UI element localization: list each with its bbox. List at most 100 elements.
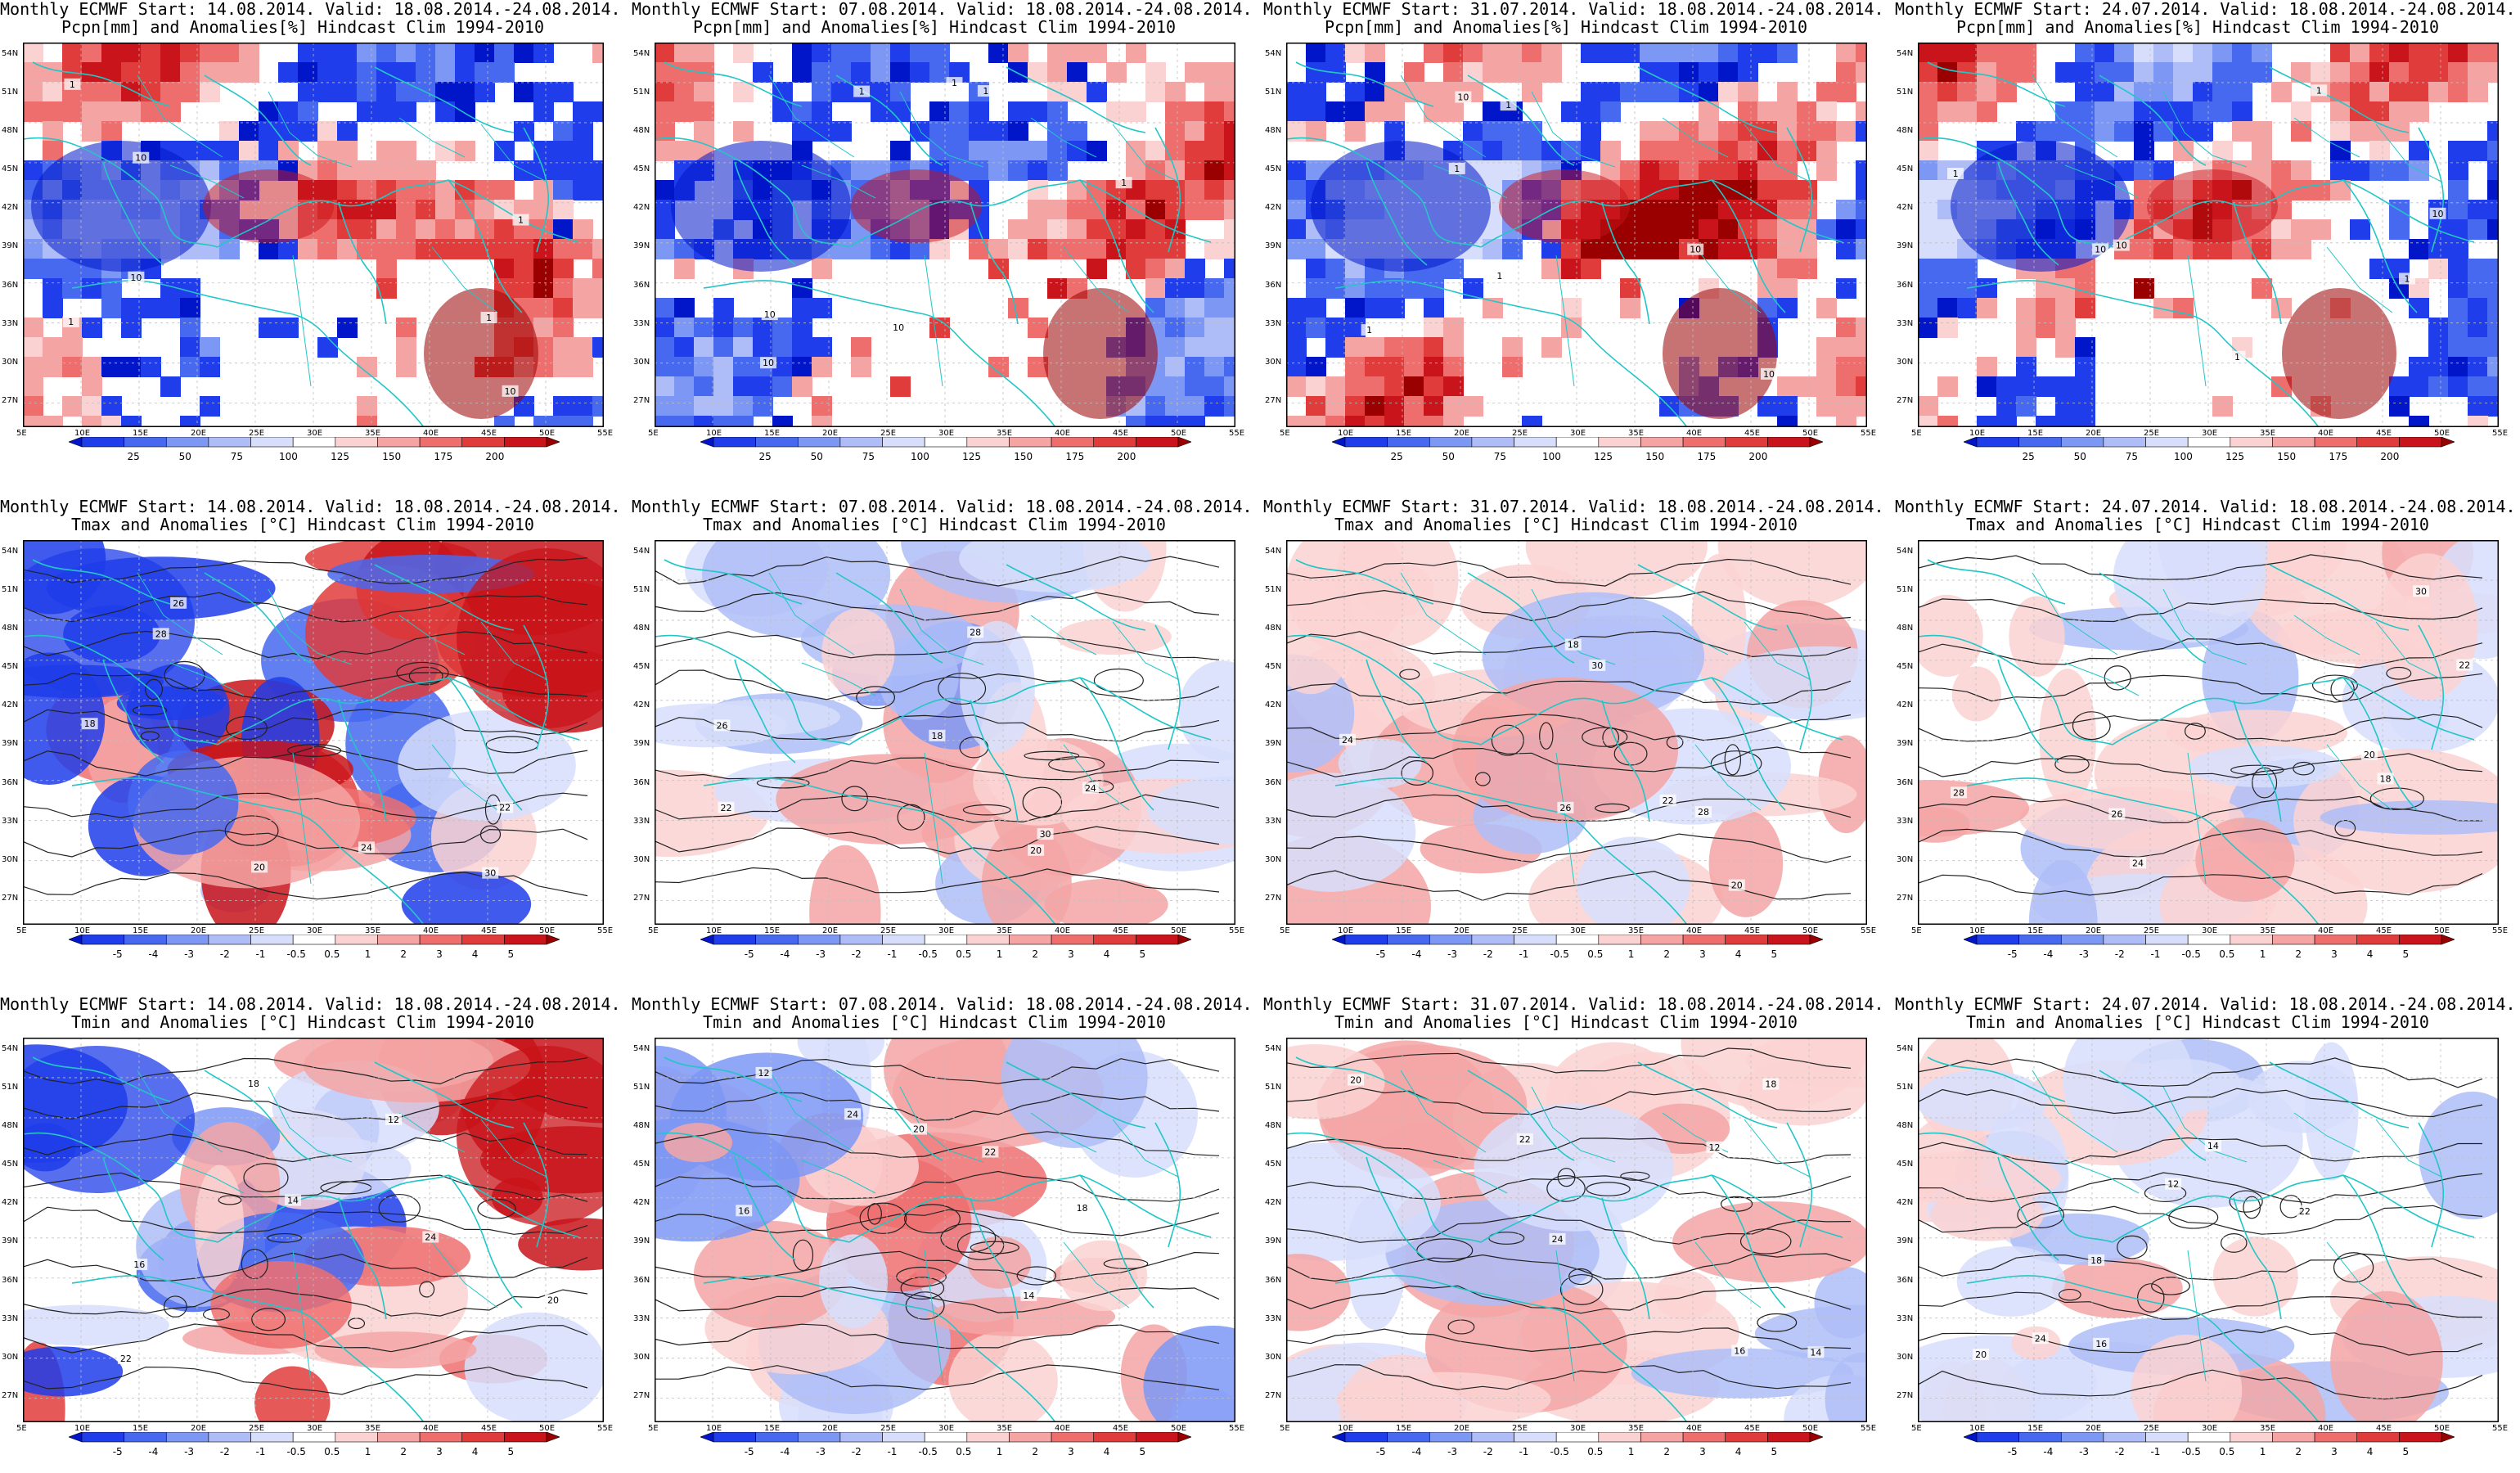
lat-tick-label: 48N (1897, 126, 1914, 136)
contour-label: 12 (388, 1115, 399, 1125)
temp-anomaly-region (2212, 1237, 2298, 1317)
precip-anomaly-cell (1185, 376, 1205, 397)
lon-tick-label: 20E (822, 926, 839, 935)
lat-tick-label: 54N (1265, 49, 1282, 58)
contour-label: 20 (1030, 845, 1042, 856)
lon-tick-label: 15E (1396, 1424, 1412, 1433)
colorbar-swatch (924, 934, 968, 945)
colorbar-swatch (461, 934, 505, 945)
precip-anomaly-cell (2409, 62, 2429, 83)
precip-anomaly-cell (219, 239, 240, 259)
precip-anomaly-cell (1384, 357, 1405, 377)
precip-anomaly-cell (1937, 82, 1958, 102)
precip-anomaly-cell (82, 396, 102, 417)
graticule (655, 43, 1235, 427)
lon-tick-label: 5E (1280, 926, 1290, 935)
precip-anomaly-cell (2173, 82, 2194, 102)
temp-anomaly-region (305, 565, 477, 702)
precip-anomaly-cell (357, 43, 377, 63)
precip-anomaly-cell (1757, 43, 1778, 63)
panel-title-line1: Monthly ECMWF Start: 24.07.2014. Valid: … (1895, 0, 2516, 19)
contour-label: 1 (486, 313, 492, 323)
colorbar-label: 175 (1065, 451, 1084, 462)
temp-anomaly-region (1654, 1270, 1717, 1321)
lat-tick-label: 27N (633, 893, 650, 903)
country-borders (768, 572, 1179, 885)
precip-anomaly-cell (1424, 298, 1444, 318)
precip-anomaly-cell (674, 357, 695, 377)
precip-anomaly-cell (1306, 298, 1326, 318)
lon-tick-label: 50E (1171, 926, 1187, 935)
precip-anomaly-cell (1165, 357, 1186, 377)
precip-anomaly-cell (1306, 376, 1326, 397)
precip-anomaly-cell (1185, 121, 1205, 142)
precip-anomaly-cell (988, 43, 1009, 63)
lon-tick-label: 45E (2376, 926, 2392, 935)
precip-anomaly-cell (2271, 160, 2292, 181)
precip-anomaly-cell (2173, 62, 2194, 83)
lat-tick-label: 30N (1897, 357, 1914, 367)
precip-anomaly-cell (200, 160, 220, 181)
precip-anomaly-cell (2153, 62, 2174, 83)
precip-anomaly-cell (1856, 376, 1867, 397)
temp-anomaly-region (195, 1164, 245, 1292)
colorbar-swatch (124, 436, 167, 448)
temp-anomaly-region (1044, 879, 1168, 925)
precip-anomaly-cell (435, 62, 456, 83)
precip-anomaly-cell (2153, 239, 2174, 259)
lon-tick-label: 10E (74, 926, 91, 935)
precip-anomaly-cell (792, 62, 812, 83)
lon-tick-label: 35E (365, 429, 381, 438)
precip-anomaly-cell (2114, 43, 2135, 63)
temp-anomaly-region (2009, 596, 2065, 678)
contour-label: 1 (2405, 273, 2410, 284)
precip-anomaly-cell (1600, 239, 1621, 259)
colorbar-label: 4 (472, 948, 479, 960)
precip-anomaly-cell (1836, 121, 1856, 142)
colorbar-label: 75 (862, 451, 875, 462)
precip-anomaly-cell (1204, 278, 1225, 299)
precip-anomaly-cell (1502, 239, 1523, 259)
precip-anomaly-cell (1738, 62, 1758, 83)
precip-anomaly-cell (396, 101, 416, 122)
lat-tick-label: 48N (633, 126, 650, 136)
colorbar-label: -2 (852, 948, 862, 960)
precip-anomaly-cell (2409, 376, 2429, 397)
precip-anomaly-cell (1541, 337, 1562, 358)
lon-tick-label: 15E (133, 926, 149, 935)
panel-title-line2: Tmin and Anomalies [°C] Hindcast Clim 19… (71, 1012, 534, 1032)
precip-anomaly-cell (2252, 62, 2272, 83)
lon-tick-label: 15E (2027, 1424, 2044, 1433)
precip-anomaly-cell (573, 239, 593, 259)
precip-anomaly-cell (851, 337, 871, 358)
panel-title-line2: Pcpn[mm] and Anomalies[%] Hindcast Clim … (692, 17, 1176, 37)
precip-anomaly-cell (592, 278, 604, 299)
lon-tick-label: 40E (1055, 429, 1071, 438)
lon-tick-label: 15E (2027, 926, 2044, 935)
precip-anomaly-cell (1106, 219, 1127, 240)
colorbar-label: 1 (997, 948, 1003, 960)
contour-label: 16 (738, 1205, 749, 1216)
colorbar-swatch (1387, 1431, 1430, 1443)
colorbar-label: -4 (148, 1446, 158, 1457)
precip-anomaly-cell (1463, 121, 1483, 142)
precip-anomaly-cell (1165, 318, 1186, 338)
precip-anomaly-cell (910, 62, 930, 83)
precip-anomaly-cell (1204, 200, 1225, 220)
contour-label: 28 (1953, 787, 1964, 798)
contour-label: 10 (2095, 244, 2106, 255)
coastlines (1918, 1056, 2475, 1422)
precip-anomaly-cell (514, 43, 534, 63)
colorbar-label: -2 (2115, 948, 2125, 960)
precip-anomaly-cell (475, 62, 495, 83)
contour-label: 18 (2379, 773, 2391, 784)
precip-anomaly-cell (416, 239, 436, 259)
precip-anomaly-cell (337, 62, 358, 83)
lon-tick-label: 20E (822, 429, 839, 438)
precip-anomaly-cell (278, 62, 299, 83)
precip-anomaly-cell (1738, 180, 1758, 200)
precip-anomaly-cell (1424, 318, 1444, 338)
precip-anomaly-cell (298, 62, 318, 83)
precip-anomaly-cell (2075, 43, 2095, 63)
